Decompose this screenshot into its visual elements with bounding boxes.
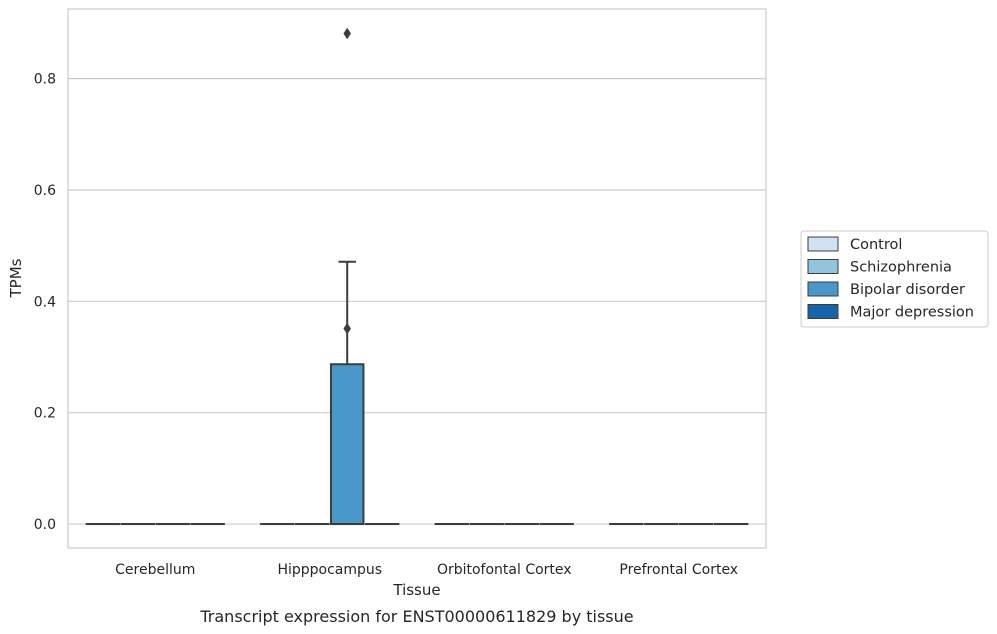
box-series: [85, 27, 749, 526]
y-tick-label: 0.4: [34, 294, 56, 310]
legend-swatch: [807, 281, 839, 297]
outlier-point: [343, 27, 351, 40]
y-tick-labels: 0.0 0.2 0.4 0.6 0.8: [34, 72, 56, 533]
plot-frame: [67, 8, 767, 549]
y-tick-label: 0.6: [34, 183, 56, 199]
legend-swatch: [807, 236, 839, 252]
legend-frame: [800, 230, 989, 328]
outlier-point: [343, 322, 351, 335]
x-tick-label: Cerebellum: [115, 562, 195, 578]
legend-swatch: [807, 304, 839, 319]
gridlines: [68, 78, 766, 525]
x-tick-label: Hipppocampus: [277, 562, 382, 578]
y-tick-label: 0.0: [34, 517, 56, 533]
legend-label: Major depression: [850, 305, 974, 321]
x-axis-label: Tissue: [392, 581, 440, 599]
x-tick-label: Prefrontal Cortex: [619, 562, 738, 578]
legend-swatch: [807, 259, 839, 274]
legend: Control Schizophrenia Bipolar disorder Majo…: [800, 230, 989, 328]
x-tick-labels: Cerebellum Hipppocampus Orbitofontal Corte…: [115, 562, 738, 578]
legend-label: Bipolar disorder: [850, 282, 965, 298]
box-body: [329, 363, 365, 526]
legend-label: Schizophrenia: [850, 260, 952, 276]
y-tick-label: 0.2: [34, 406, 56, 422]
legend-label: Control: [850, 237, 902, 253]
box-series-2: [155, 27, 714, 526]
box: [329, 27, 365, 526]
chart-caption: Transcript expression for ENST0000061182…: [199, 607, 633, 626]
legend-items: Control Schizophrenia Bipolar disorder Majo…: [807, 236, 974, 321]
y-tick-label: 0.8: [34, 72, 56, 88]
y-axis-label: TPMs: [7, 258, 25, 298]
x-tick-label: Orbitofontal Cortex: [437, 562, 572, 578]
